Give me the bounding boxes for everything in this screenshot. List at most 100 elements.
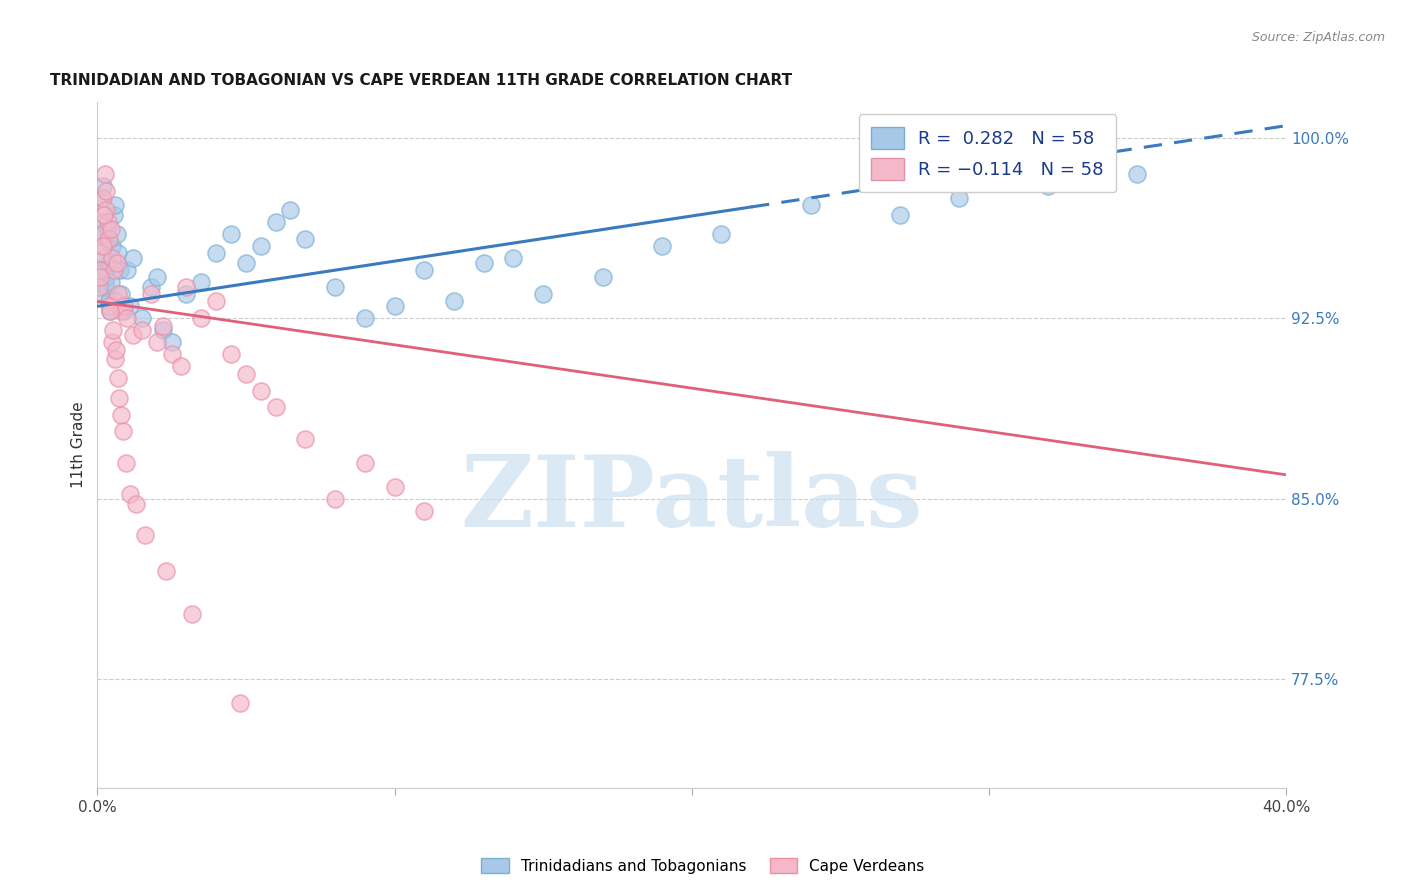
Point xyxy=(107,371,129,385)
Point xyxy=(152,318,174,333)
Point xyxy=(104,294,127,309)
Point xyxy=(592,270,614,285)
Point xyxy=(97,215,120,229)
Point xyxy=(146,270,169,285)
Point xyxy=(101,239,124,253)
Point xyxy=(93,208,115,222)
Point xyxy=(118,487,141,501)
Text: ZIPatlas: ZIPatlas xyxy=(460,451,922,548)
Point xyxy=(97,299,120,313)
Point xyxy=(110,408,132,422)
Point xyxy=(87,280,110,294)
Point xyxy=(443,294,465,309)
Legend: Trinidadians and Tobagonians, Cape Verdeans: Trinidadians and Tobagonians, Cape Verde… xyxy=(475,852,931,880)
Point xyxy=(122,251,145,265)
Point xyxy=(294,232,316,246)
Text: Source: ZipAtlas.com: Source: ZipAtlas.com xyxy=(1251,31,1385,45)
Point xyxy=(104,198,127,212)
Point xyxy=(89,275,111,289)
Point xyxy=(94,280,117,294)
Point xyxy=(118,299,141,313)
Point xyxy=(107,391,129,405)
Point xyxy=(90,246,112,260)
Point xyxy=(139,280,162,294)
Point xyxy=(190,275,212,289)
Point xyxy=(353,311,375,326)
Point xyxy=(152,323,174,337)
Point xyxy=(323,280,346,294)
Point xyxy=(651,239,673,253)
Point xyxy=(889,208,911,222)
Point xyxy=(93,251,115,265)
Point xyxy=(131,311,153,326)
Point xyxy=(97,256,120,270)
Point xyxy=(103,263,125,277)
Point xyxy=(94,184,117,198)
Point xyxy=(384,299,406,313)
Point xyxy=(155,564,177,578)
Point xyxy=(110,287,132,301)
Point xyxy=(219,227,242,241)
Point xyxy=(100,275,122,289)
Point xyxy=(112,299,135,313)
Point xyxy=(87,287,110,301)
Point xyxy=(1126,167,1149,181)
Point xyxy=(110,304,132,318)
Point xyxy=(235,256,257,270)
Point xyxy=(229,697,252,711)
Point xyxy=(90,239,112,253)
Point xyxy=(105,227,128,241)
Point xyxy=(160,335,183,350)
Point xyxy=(98,304,121,318)
Point xyxy=(90,227,112,241)
Point xyxy=(413,263,436,277)
Point xyxy=(264,215,287,229)
Point xyxy=(96,202,118,217)
Point xyxy=(96,232,118,246)
Point xyxy=(280,202,302,217)
Point xyxy=(101,323,124,337)
Point xyxy=(90,191,112,205)
Point xyxy=(112,304,135,318)
Point xyxy=(94,263,117,277)
Point xyxy=(294,432,316,446)
Point xyxy=(531,287,554,301)
Point xyxy=(100,222,122,236)
Point xyxy=(249,384,271,398)
Point xyxy=(235,367,257,381)
Point xyxy=(353,456,375,470)
Point xyxy=(472,256,495,270)
Point xyxy=(98,232,121,246)
Point xyxy=(89,263,111,277)
Point xyxy=(98,304,121,318)
Point xyxy=(948,191,970,205)
Point xyxy=(502,251,524,265)
Point xyxy=(139,287,162,301)
Point xyxy=(146,335,169,350)
Point xyxy=(103,352,125,367)
Point xyxy=(105,256,128,270)
Point xyxy=(799,198,821,212)
Point xyxy=(91,178,114,193)
Point xyxy=(111,425,134,439)
Point xyxy=(89,270,111,285)
Point xyxy=(89,227,111,241)
Point xyxy=(176,287,198,301)
Y-axis label: 11th Grade: 11th Grade xyxy=(72,401,86,488)
Point xyxy=(131,323,153,337)
Point xyxy=(108,263,131,277)
Point xyxy=(134,528,156,542)
Point xyxy=(115,263,138,277)
Point xyxy=(103,208,125,222)
Point xyxy=(97,222,120,236)
Point xyxy=(107,287,129,301)
Point xyxy=(205,294,228,309)
Point xyxy=(114,456,136,470)
Point xyxy=(107,246,129,260)
Point xyxy=(1038,178,1060,193)
Point xyxy=(169,359,191,374)
Point xyxy=(710,227,733,241)
Point xyxy=(205,246,228,260)
Point xyxy=(115,311,138,326)
Point xyxy=(98,294,121,309)
